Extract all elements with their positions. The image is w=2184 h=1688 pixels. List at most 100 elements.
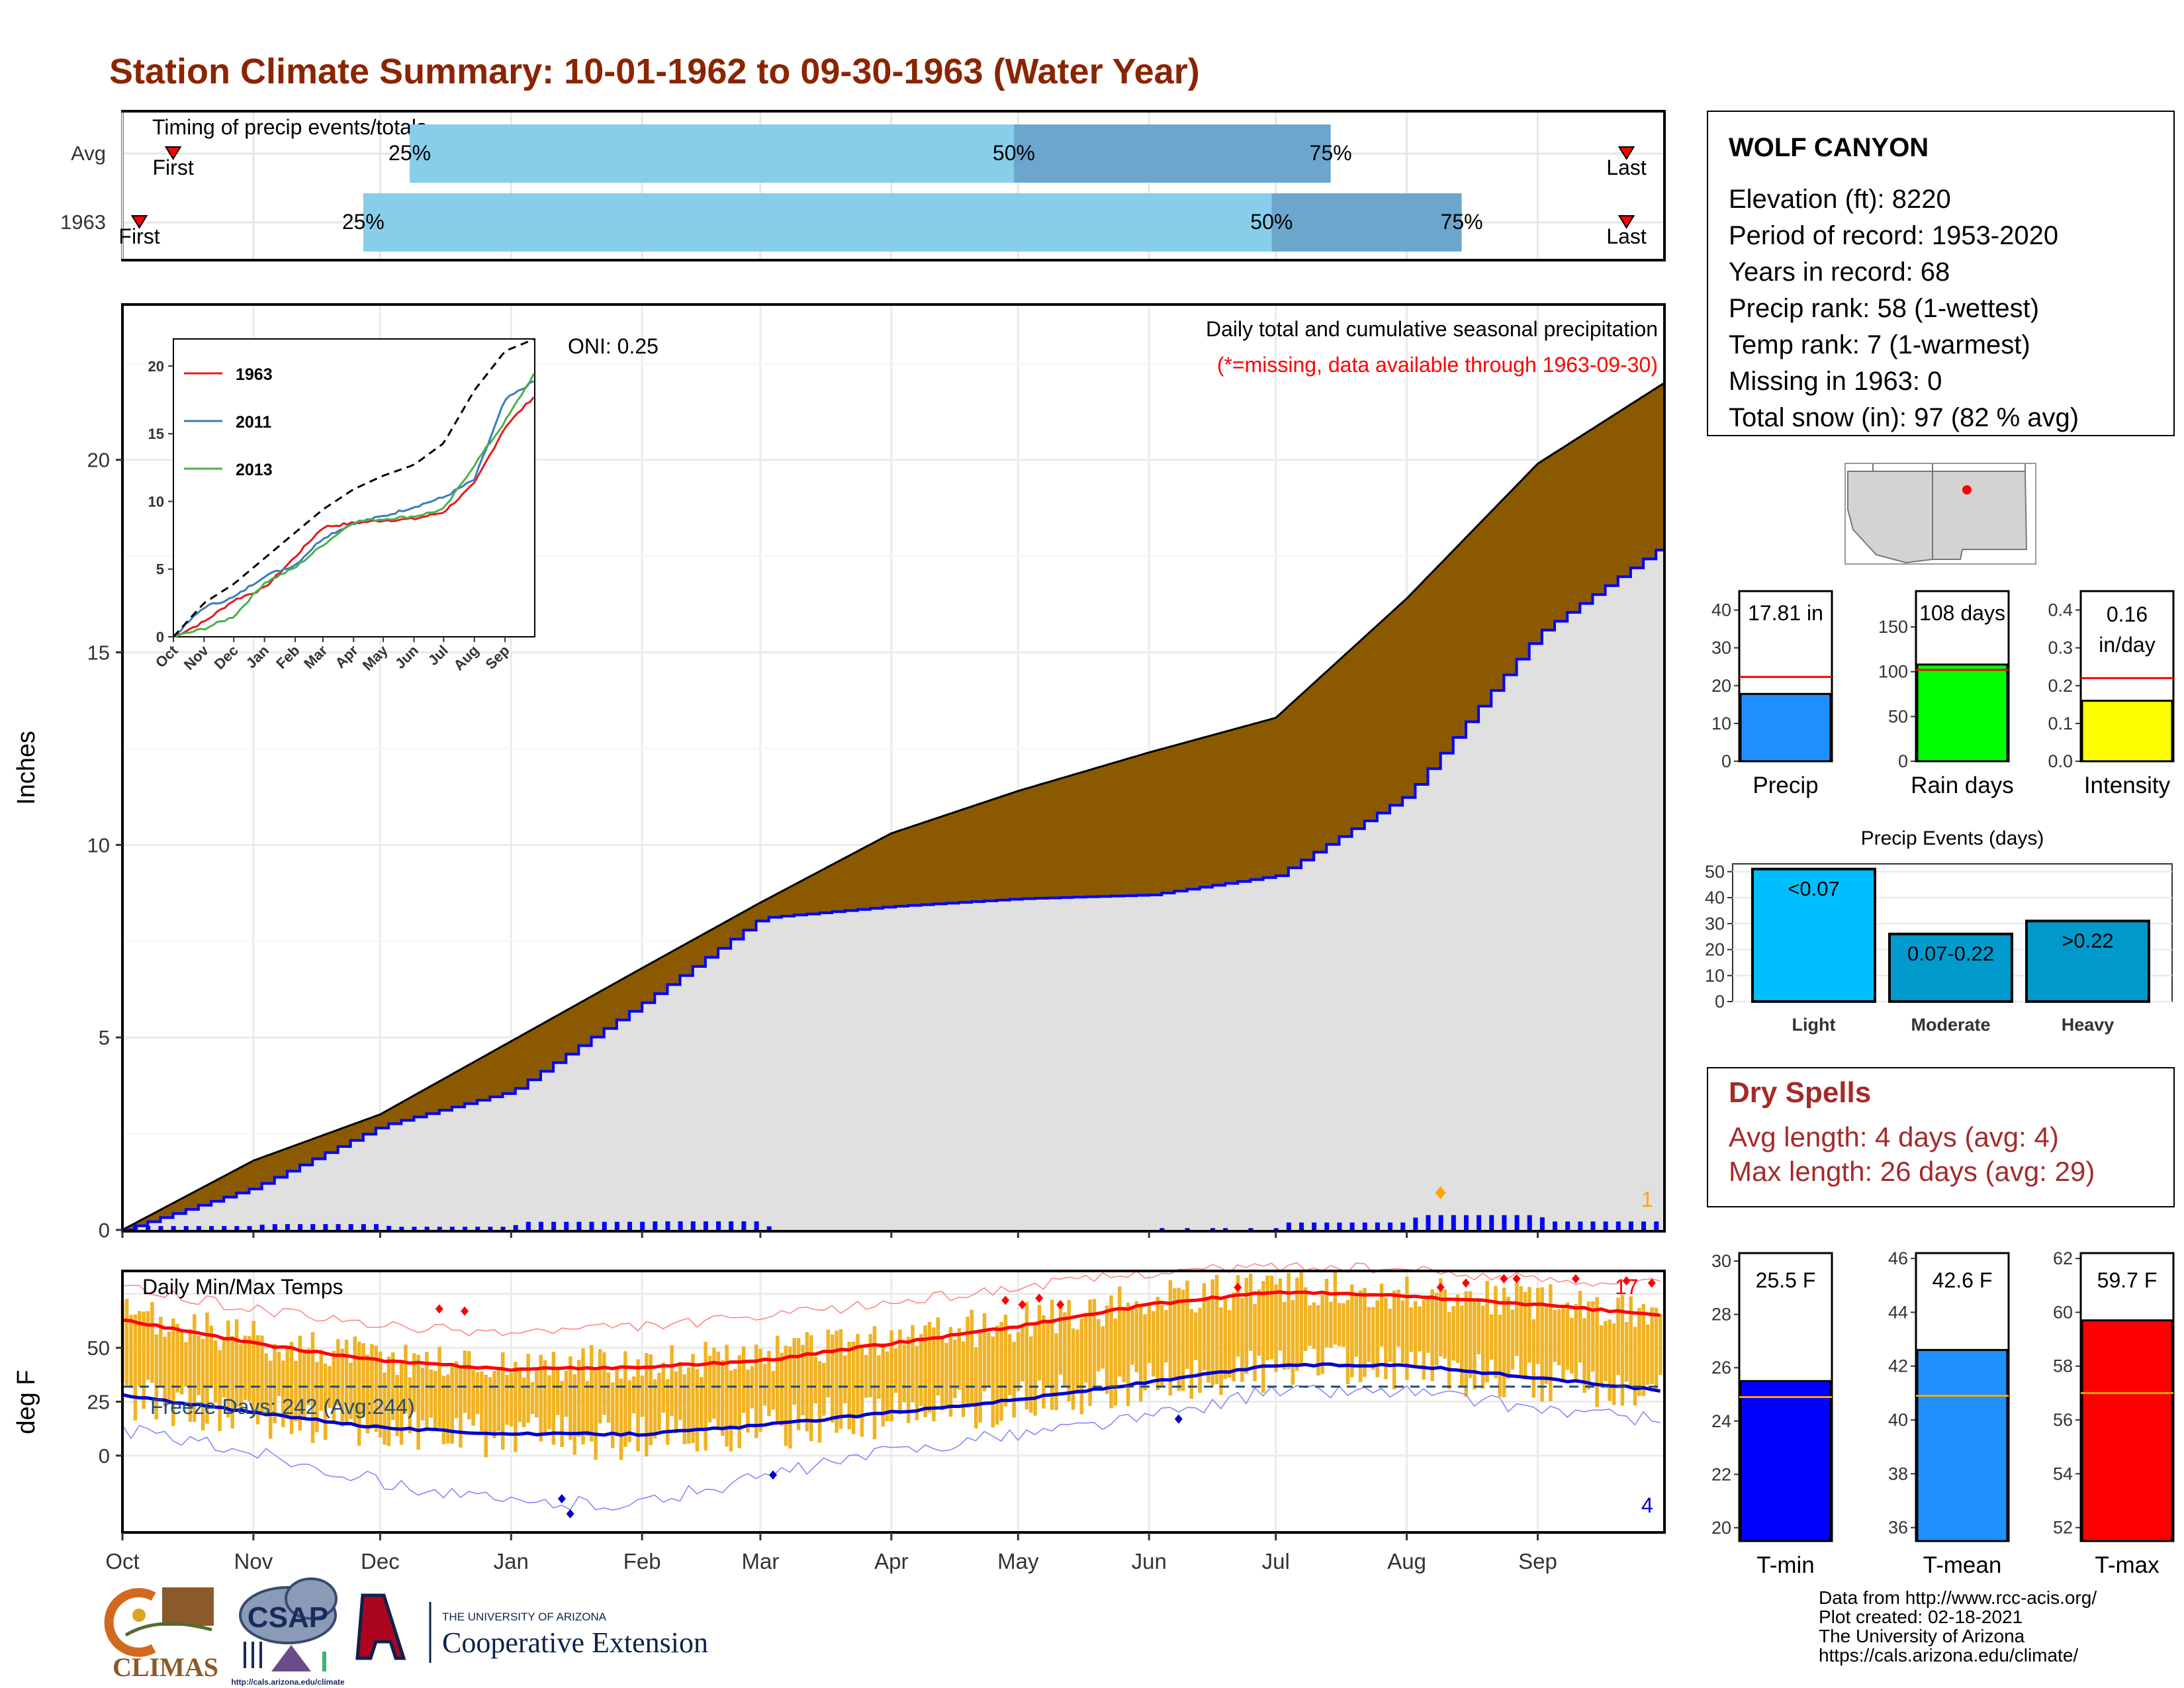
precip-panel-frame: [121, 303, 1666, 1233]
temp-daily-bar-222: [1058, 1301, 1063, 1375]
temp-daily-bar-66: [399, 1363, 404, 1445]
temp-daily-bar-28: [239, 1344, 243, 1412]
temp-daily-bar-290: [1345, 1299, 1350, 1385]
temp-daily-bar-87: [488, 1377, 492, 1432]
month-label-oct: Oct: [105, 1549, 139, 1573]
temp-daily-bar-193: [936, 1317, 940, 1396]
temp-daily-bar-239: [1130, 1306, 1134, 1365]
temp-daily-bar-131: [674, 1371, 678, 1434]
daily-precip-bar-30: [500, 1227, 506, 1230]
mini-bar-ytick-label-rain_days-3: 150: [1878, 617, 1908, 637]
temp-daily-bar-33: [260, 1335, 264, 1413]
temp-daily-bar-300: [1388, 1309, 1392, 1362]
temp-daily-bar-118: [619, 1378, 623, 1460]
temp-daily-bar-273: [1274, 1284, 1278, 1372]
temp-daily-bar-36: [273, 1344, 277, 1424]
temp-bar-ytick-label-tmin-5: 30: [1711, 1251, 1731, 1271]
timing-bar-q50-q75-1: [1271, 193, 1462, 252]
station-period: Period of record: 1953-2020: [1729, 221, 2058, 250]
daily-precip-bar-82: [1160, 1228, 1165, 1230]
temp-daily-bar-26: [230, 1336, 234, 1429]
temp-daily-bar-309: [1426, 1297, 1430, 1353]
inset-ytick-label-1: 5: [156, 561, 164, 578]
temp-daily-bar-78: [450, 1363, 454, 1444]
temp-daily-bar-17: [193, 1314, 197, 1423]
temp-daily-bar-153: [767, 1350, 771, 1417]
temp-daily-bar-270: [1261, 1281, 1265, 1393]
precip-events-chart: Precip Events (days) 0 10 20 30 40 50 <0.07 Lig…: [1705, 827, 2173, 1035]
precip-events-bar-moderate: [1888, 932, 2013, 1004]
month-label-mar: Mar: [741, 1549, 779, 1573]
daily-precip-bar-111: [1527, 1215, 1532, 1230]
temp-daily-bar-242: [1143, 1314, 1147, 1391]
daily-precip-bar-84: [1185, 1228, 1190, 1230]
timing-bar-q25-q50-0: [410, 124, 1014, 183]
temp-daily-bar-128: [661, 1362, 666, 1413]
precip-events-ytick-label-1: 10: [1705, 966, 1725, 986]
timing-bars: 25% 50% 75% First Last 25% 50% 75% First Last: [118, 124, 1647, 252]
temp-daily-bar-76: [441, 1376, 446, 1444]
daily-precip-bar-41: [640, 1221, 645, 1230]
temp-daily-bar-191: [927, 1321, 932, 1413]
temp-daily-bar-297: [1375, 1300, 1379, 1378]
temp-daily-bar-310: [1430, 1289, 1434, 1382]
temp-daily-bar-313: [1443, 1289, 1447, 1359]
daily-precip-bar-34: [551, 1221, 557, 1230]
timing-last-marker-0: [1617, 146, 1635, 160]
daily-precip-bar-14: [298, 1224, 303, 1230]
temp-daily-bar-123: [640, 1376, 645, 1417]
precip-ytick-label-0: 0: [99, 1219, 110, 1242]
precip-areas: [122, 381, 1666, 1231]
temp-daily-bar-148: [746, 1369, 750, 1433]
temp-record-low-marker-3: [1174, 1414, 1183, 1424]
temp-bar-ytick-label-tmax-4: 60: [2053, 1302, 2073, 1322]
timing-bar-q50-q75-0: [1013, 124, 1331, 183]
temp-daily-bar-356: [1625, 1322, 1629, 1382]
temp-record-low-marker-2: [769, 1470, 778, 1480]
temp-daily-bar-212: [1016, 1332, 1021, 1391]
temp-daily-bar-348: [1590, 1301, 1595, 1372]
daily-precip-bar-17: [336, 1224, 341, 1230]
temp-daily-bar-218: [1042, 1315, 1046, 1409]
temp-daily-bar-255: [1198, 1307, 1202, 1393]
temp-daily-bar-171: [843, 1355, 847, 1403]
temp-daily-bar-8: [154, 1334, 159, 1420]
mini-bar-value-rain_days: [1916, 663, 2009, 763]
temp-bar-ytick-label-tmax-5: 62: [2053, 1248, 2073, 1268]
inset-legend: 1963 2011 2013: [184, 365, 273, 479]
temp-y-axis: 0 25 50: [87, 1336, 122, 1468]
mini-bar-value-intensity: [2081, 700, 2173, 763]
temp-daily-bar-71: [420, 1367, 425, 1421]
station-info-box: WOLF CANYON Elevation (ft): 8220 Period …: [1707, 111, 2175, 436]
temp-daily-bar-68: [408, 1377, 412, 1434]
temp-daily-bar-110: [585, 1381, 590, 1436]
precip-events-title: Precip Events (days): [1861, 827, 2044, 849]
temp-daily-bar-11: [167, 1331, 171, 1404]
temp-daily-bar-90: [501, 1352, 505, 1450]
temp-daily-bar-186: [906, 1336, 911, 1423]
temp-daily-bar-99: [539, 1354, 543, 1442]
footer-line4: https://cals.arizona.edu/climate/: [1819, 1645, 2078, 1665]
temp-daily-bar-92: [509, 1372, 514, 1427]
temp-daily-bar-146: [737, 1355, 741, 1448]
temp-bar-ytick-label-tmin-3: 26: [1711, 1358, 1731, 1378]
temp-daily-bar-278: [1295, 1277, 1299, 1371]
temp-daily-bar-80: [459, 1366, 463, 1448]
csap-logo: CSAP http://cals.arizona.edu/climate: [231, 1577, 345, 1687]
temp-daily-bar-293: [1358, 1290, 1363, 1382]
daily-precip-bar-13: [285, 1224, 290, 1230]
daily-precip-bar-22: [399, 1227, 404, 1230]
temp-daily-bar-271: [1265, 1276, 1269, 1360]
mini-bar-rain_days: 0 50 100 150 108 days Rain days: [1878, 590, 2014, 798]
daily-precip-bar-4: [171, 1226, 176, 1230]
temp-daily-bar-223: [1063, 1312, 1067, 1387]
temp-bar-ytick-label-tmin-2: 24: [1711, 1411, 1731, 1431]
mini-bar-ytick-label-rain_days-0: 0: [1898, 751, 1908, 771]
timing-row-label-avg: Avg: [71, 142, 106, 165]
temp-daily-bar-115: [606, 1372, 611, 1423]
temp-daily-bar-130: [670, 1345, 674, 1417]
daily-precip-bar-42: [653, 1221, 658, 1230]
daily-precip-bar-21: [387, 1225, 392, 1230]
climas-logo-sun: [132, 1609, 146, 1622]
